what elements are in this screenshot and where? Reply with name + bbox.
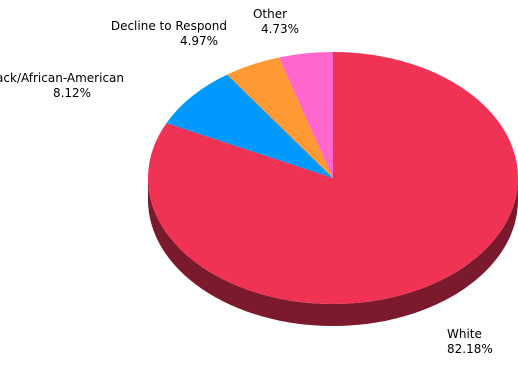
pie-depth	[148, 178, 518, 326]
slice-label-percent: 8.12%	[53, 86, 91, 100]
pie-slice-black-african-american	[166, 74, 333, 178]
slice-label-name: White	[447, 327, 482, 341]
pie-slice-white	[148, 52, 518, 304]
pie-depth-white	[148, 178, 518, 326]
pie-slice-other	[278, 52, 333, 178]
pie-slice-decline-to-respond	[227, 57, 333, 178]
slice-label-name: Black/African-American	[0, 71, 124, 85]
slice-label-percent: 82.18%	[447, 342, 493, 356]
slice-label-name: Decline to Respond	[111, 19, 227, 33]
slice-label-percent: 4.97%	[180, 34, 218, 48]
slice-label-percent: 4.73%	[261, 22, 299, 36]
pie-slices	[148, 52, 518, 304]
slice-label-name: Other	[253, 7, 287, 21]
